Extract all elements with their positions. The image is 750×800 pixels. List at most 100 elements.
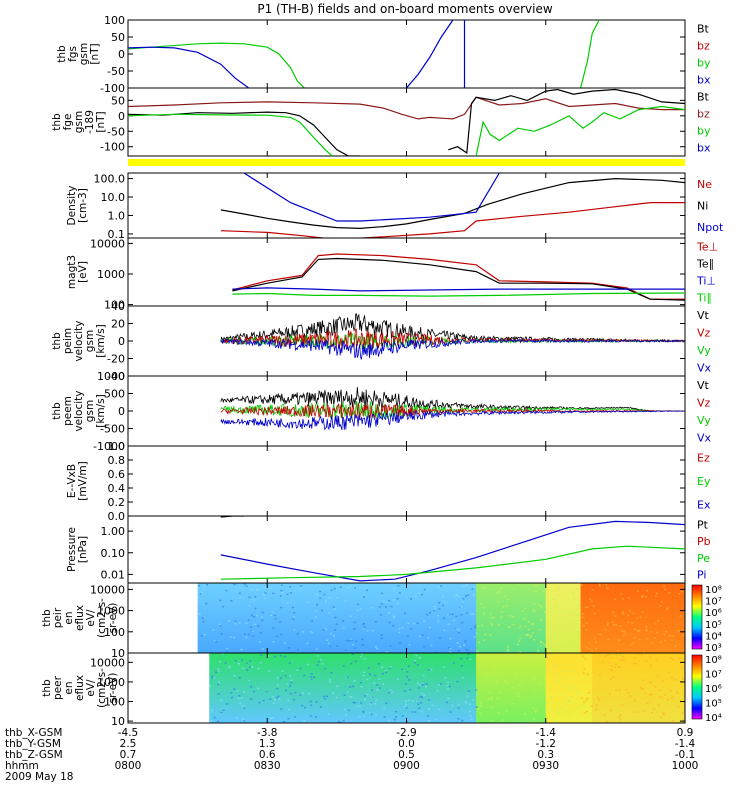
spectrogram-speckle bbox=[557, 680, 560, 683]
spectrogram-speckle bbox=[555, 673, 558, 676]
spectrogram-speckle bbox=[247, 679, 250, 682]
spectrogram-speckle bbox=[296, 632, 299, 635]
spectrogram-speckle bbox=[210, 709, 213, 712]
spectrogram-speckle bbox=[366, 678, 369, 681]
spectrogram-speckle bbox=[556, 605, 559, 607]
spectrogram-speckle bbox=[656, 631, 659, 634]
spectrogram-speckle bbox=[464, 640, 467, 643]
spectrogram-speckle bbox=[296, 669, 299, 672]
spectrogram-speckle bbox=[310, 676, 313, 678]
spectrogram-speckle bbox=[568, 620, 571, 623]
spectrogram-speckle bbox=[621, 598, 624, 600]
spectrogram-speckle bbox=[261, 611, 264, 614]
spectrogram-speckle bbox=[632, 612, 635, 615]
spectrogram-speckle bbox=[392, 599, 395, 601]
spectrogram-speckle bbox=[213, 716, 216, 719]
spectrogram-speckle bbox=[627, 614, 630, 617]
y-tick-label: 0.6 bbox=[108, 468, 126, 481]
spectrogram-speckle bbox=[303, 719, 306, 722]
spectrogram-speckle bbox=[597, 633, 600, 635]
y-axis-label: (cm2-s- bbox=[96, 598, 108, 638]
spectrogram-speckle bbox=[314, 609, 317, 612]
spectrogram-speckle bbox=[567, 714, 570, 717]
date-label: 2009 May 18 bbox=[5, 771, 73, 783]
spectrogram-speckle bbox=[269, 698, 272, 701]
spectrogram-speckle bbox=[619, 592, 622, 595]
spectrogram-speckle bbox=[263, 598, 266, 600]
spectrogram-speckle bbox=[465, 584, 468, 586]
series-line-bx bbox=[128, 46, 250, 88]
spectrogram-speckle bbox=[518, 684, 521, 687]
spectrogram-speckle bbox=[203, 584, 206, 587]
spectrogram-speckle bbox=[460, 665, 463, 667]
spectrogram-speckle bbox=[500, 616, 503, 619]
spectrogram-speckle bbox=[533, 610, 536, 612]
spectrogram-speckle bbox=[404, 683, 407, 685]
spectrogram-speckle bbox=[219, 625, 222, 627]
spectrogram-speckle bbox=[532, 609, 535, 611]
spectrogram-speckle bbox=[668, 635, 671, 637]
spectrogram-speckle bbox=[350, 638, 353, 640]
spectrogram-speckle bbox=[595, 708, 598, 711]
spectrogram-speckle bbox=[301, 631, 304, 633]
spectrogram-speckle bbox=[418, 657, 421, 659]
spectrogram-speckle bbox=[280, 633, 283, 636]
y-tick-label: -40 bbox=[107, 370, 125, 383]
spectrogram-speckle bbox=[404, 612, 407, 615]
spectrogram-speckle bbox=[445, 701, 448, 704]
spectrogram-speckle bbox=[376, 689, 379, 692]
spectrogram-speckle bbox=[330, 671, 333, 674]
spectrogram-speckle bbox=[438, 637, 441, 639]
spectrogram-speckle bbox=[619, 625, 622, 627]
spectrogram-speckle bbox=[632, 642, 635, 644]
spectrogram-speckle bbox=[371, 606, 374, 609]
spectrogram-speckle bbox=[243, 691, 246, 693]
spectrogram-speckle bbox=[316, 655, 319, 657]
y-axis-label: E--VxB bbox=[66, 464, 78, 498]
y-axis-label: thb bbox=[56, 45, 68, 63]
legend-entry: Vt bbox=[697, 379, 710, 392]
spectrogram-speckle bbox=[648, 657, 651, 660]
legend-entry: Npot bbox=[697, 221, 724, 234]
spectrogram-speckle bbox=[611, 611, 614, 613]
spectrogram-speckle bbox=[366, 693, 369, 696]
spectrogram-speckle bbox=[681, 658, 684, 661]
spectrogram-speckle bbox=[419, 702, 422, 704]
spectrogram-speckle bbox=[477, 657, 480, 660]
y-tick-label: 100 bbox=[104, 299, 125, 312]
panel-temp: 10000 1000 100 magt3 [eV] Te⊥ Te∥ Ti⊥ Ti∥ bbox=[66, 237, 718, 311]
spectrogram-speckle bbox=[210, 719, 213, 722]
spectrogram-speckle bbox=[634, 657, 637, 659]
spectrogram-speckle bbox=[670, 676, 673, 679]
spectrogram-speckle bbox=[310, 673, 313, 675]
spectrogram-speckle bbox=[238, 677, 241, 679]
spectrogram-speckle bbox=[535, 709, 538, 711]
series-group bbox=[220, 516, 685, 582]
spectrogram-speckle bbox=[633, 636, 636, 639]
flag-bar bbox=[128, 159, 685, 166]
spectrogram-speckle bbox=[578, 636, 581, 638]
spectrogram-band bbox=[209, 653, 477, 723]
spectrogram-speckle bbox=[320, 658, 323, 661]
spectrogram-speckle bbox=[512, 687, 515, 689]
spectrogram-speckle bbox=[446, 684, 449, 687]
spectrogram-speckle bbox=[606, 720, 609, 723]
y-tick-label: -100 bbox=[100, 82, 125, 95]
spectrogram-speckle bbox=[460, 614, 463, 616]
legend-entry: bz bbox=[697, 108, 710, 121]
spectrogram-speckle bbox=[641, 611, 644, 614]
spectrogram-speckle bbox=[588, 641, 591, 644]
spectrogram-speckle bbox=[213, 677, 216, 680]
spectrogram-speckle bbox=[466, 657, 469, 660]
spectrogram-speckle bbox=[401, 715, 404, 717]
spectrogram-speckle bbox=[233, 583, 236, 586]
spectrogram-speckle bbox=[325, 600, 328, 603]
spectrogram-speckle bbox=[247, 633, 250, 636]
spectrogram-speckle bbox=[236, 690, 239, 692]
spectrogram-speckle bbox=[566, 610, 569, 612]
series-line-by bbox=[580, 20, 600, 88]
y-tick-label: 1.0 bbox=[108, 209, 126, 222]
spectrogram-speckle bbox=[681, 712, 684, 714]
spectrogram-speckle bbox=[398, 628, 401, 630]
spectrogram-speckle bbox=[415, 654, 418, 657]
